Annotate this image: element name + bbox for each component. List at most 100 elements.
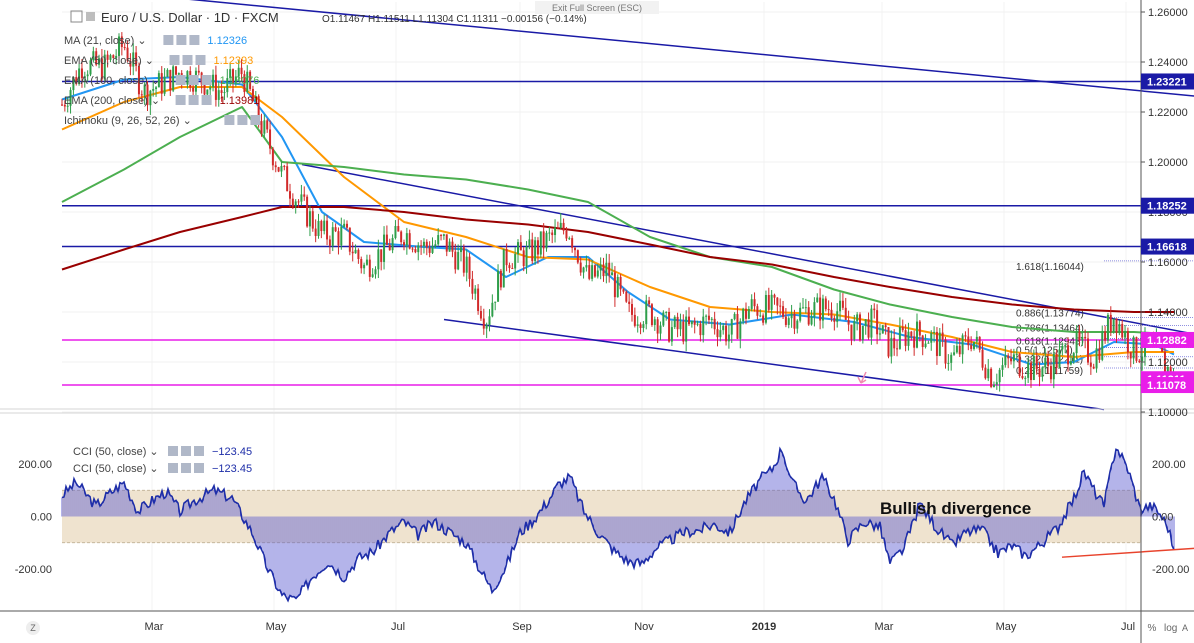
time-tick-label: May — [996, 621, 1017, 633]
candle-body — [662, 312, 665, 326]
legend-label[interactable]: EMA (200, close) ⌄ — [64, 95, 160, 107]
candle-body — [286, 166, 289, 192]
candle-body — [1018, 353, 1021, 377]
indicator-legend: MA (21, close) ⌄ 1.12326 EMA (50, close) ⌄… — [64, 35, 261, 127]
candle-body — [61, 104, 63, 106]
candle-body — [958, 345, 961, 355]
candle-body — [585, 265, 588, 268]
legend-label[interactable]: MA (21, close) ⌄ — [64, 35, 147, 47]
legend-action-icon[interactable] — [163, 35, 174, 45]
drawing-arrow[interactable] — [857, 371, 867, 384]
candle-body — [226, 78, 229, 93]
candle-body — [1055, 353, 1058, 368]
ma-series-line[interactable] — [61, 76, 1175, 366]
legend-action-icon[interactable] — [189, 35, 200, 45]
percent-scale-toggle[interactable]: % — [1148, 623, 1157, 634]
exit-fullscreen-button[interactable] — [535, 1, 659, 14]
candle-body — [129, 60, 132, 67]
candle-body — [440, 235, 443, 237]
candle-body — [981, 349, 984, 368]
candle-body — [591, 265, 594, 279]
candle-body — [346, 223, 348, 228]
divergence-line[interactable] — [1061, 541, 1194, 558]
legend-action-icon[interactable] — [182, 55, 193, 65]
cci-legend-action-icon[interactable] — [194, 463, 204, 473]
candle-body — [745, 308, 747, 319]
cci-legend-label[interactable]: CCI (50, close) ⌄ — [73, 446, 159, 458]
candle-body — [659, 325, 662, 334]
cci-legend-action-icon[interactable] — [168, 446, 178, 456]
legend-action-icon[interactable] — [188, 75, 199, 85]
legend-label[interactable]: EMA (100, close) ⌄ — [64, 75, 160, 87]
legend-label[interactable]: EMA (50, close) ⌄ — [64, 55, 154, 67]
cci-line[interactable] — [61, 446, 1175, 603]
cci-axis[interactable]: 200.00 200.00 0.00 0.00 -200.00 -200.00 — [15, 459, 1190, 576]
candle-body — [596, 270, 599, 277]
trend-line[interactable] — [301, 163, 1194, 343]
price-badge[interactable] — [1141, 73, 1194, 90]
price-badge-label: 1.16618 — [1147, 242, 1187, 254]
legend-action-icon[interactable] — [169, 55, 180, 65]
zoom-reset-button[interactable] — [26, 621, 40, 635]
candle-body — [719, 330, 722, 338]
candle-body — [782, 306, 785, 317]
candle-body — [810, 316, 813, 325]
candle-body — [277, 167, 280, 172]
cci-legend-value: −123.45 — [212, 446, 252, 458]
candle-body — [1007, 355, 1010, 359]
cci-legend-value: −123.45 — [212, 463, 252, 475]
divergence-annotation[interactable]: Bullish divergence — [880, 499, 1031, 518]
ma-series-line[interactable] — [61, 206, 1174, 313]
candle-body — [112, 55, 115, 59]
price-axis[interactable]: 1.260001.240001.220001.200001.180001.160… — [1141, 7, 1194, 419]
price-badge[interactable] — [1141, 238, 1194, 255]
fib-level-label: 0.786(1.13464) — [1016, 323, 1084, 334]
legend-action-icon[interactable] — [250, 115, 261, 125]
candle-body — [878, 333, 881, 335]
candle-body — [83, 76, 86, 79]
candle-body — [950, 354, 953, 363]
time-axis[interactable]: MarMayJulSepNov2019MarMayJulSepNov2020 — [145, 621, 1194, 633]
legend-action-icon[interactable] — [175, 75, 186, 85]
legend-action-icon[interactable] — [175, 95, 186, 105]
legend-action-icon[interactable] — [201, 75, 212, 85]
legend-action-icon[interactable] — [224, 115, 235, 125]
cci-legend-action-icon[interactable] — [181, 446, 191, 456]
price-badge[interactable] — [1141, 331, 1194, 348]
candle-body — [343, 223, 346, 227]
time-tick-label: Mar — [145, 621, 164, 633]
collapse-toggle-icon[interactable] — [70, 10, 83, 23]
cci-legend-action-icon[interactable] — [181, 463, 191, 473]
candle-body — [408, 233, 411, 249]
ohlc-readout: O1.11467 H1.11511 L1.11304 C1.11311 −0.0… — [322, 14, 587, 25]
legend-action-icon[interactable] — [188, 95, 199, 105]
legend-action-icon[interactable] — [201, 95, 212, 105]
candle-body — [155, 87, 158, 89]
trend-line[interactable] — [10, 0, 1194, 130]
legend-action-icon[interactable] — [195, 55, 206, 65]
trend-line[interactable] — [443, 318, 1105, 411]
cci-legend-label[interactable]: CCI (50, close) ⌄ — [73, 463, 159, 475]
cci-legend-action-icon[interactable] — [194, 446, 204, 456]
legend-action-icon[interactable] — [237, 115, 248, 125]
cci-legend-action-icon[interactable] — [168, 463, 178, 473]
price-badge[interactable] — [1141, 197, 1194, 214]
candle-body — [471, 278, 474, 294]
legend-label[interactable]: Ichimoku (9, 26, 52, 26) ⌄ — [64, 115, 192, 127]
candle-body — [457, 252, 460, 270]
ma-series-line[interactable] — [61, 106, 1175, 336]
candle-body — [63, 104, 66, 107]
ma-series-line[interactable] — [61, 86, 1174, 358]
symbol-title[interactable]: Euro / U.S. Dollar · 1D · FXCM — [101, 10, 279, 25]
price-tick-label: 1.10000 — [1148, 407, 1188, 419]
price-tick-label: 1.26000 — [1148, 7, 1188, 19]
candle-body — [405, 233, 408, 246]
legend-action-icon[interactable] — [176, 35, 187, 45]
candle-body — [434, 244, 437, 247]
candle-body — [100, 58, 103, 80]
log-scale-toggle[interactable]: log — [1164, 623, 1177, 634]
legend-value: 1.12326 — [207, 35, 247, 47]
candle-body — [756, 306, 759, 316]
auto-scale-toggle[interactable]: A — [1182, 623, 1188, 633]
price-badge[interactable] — [1141, 377, 1194, 394]
